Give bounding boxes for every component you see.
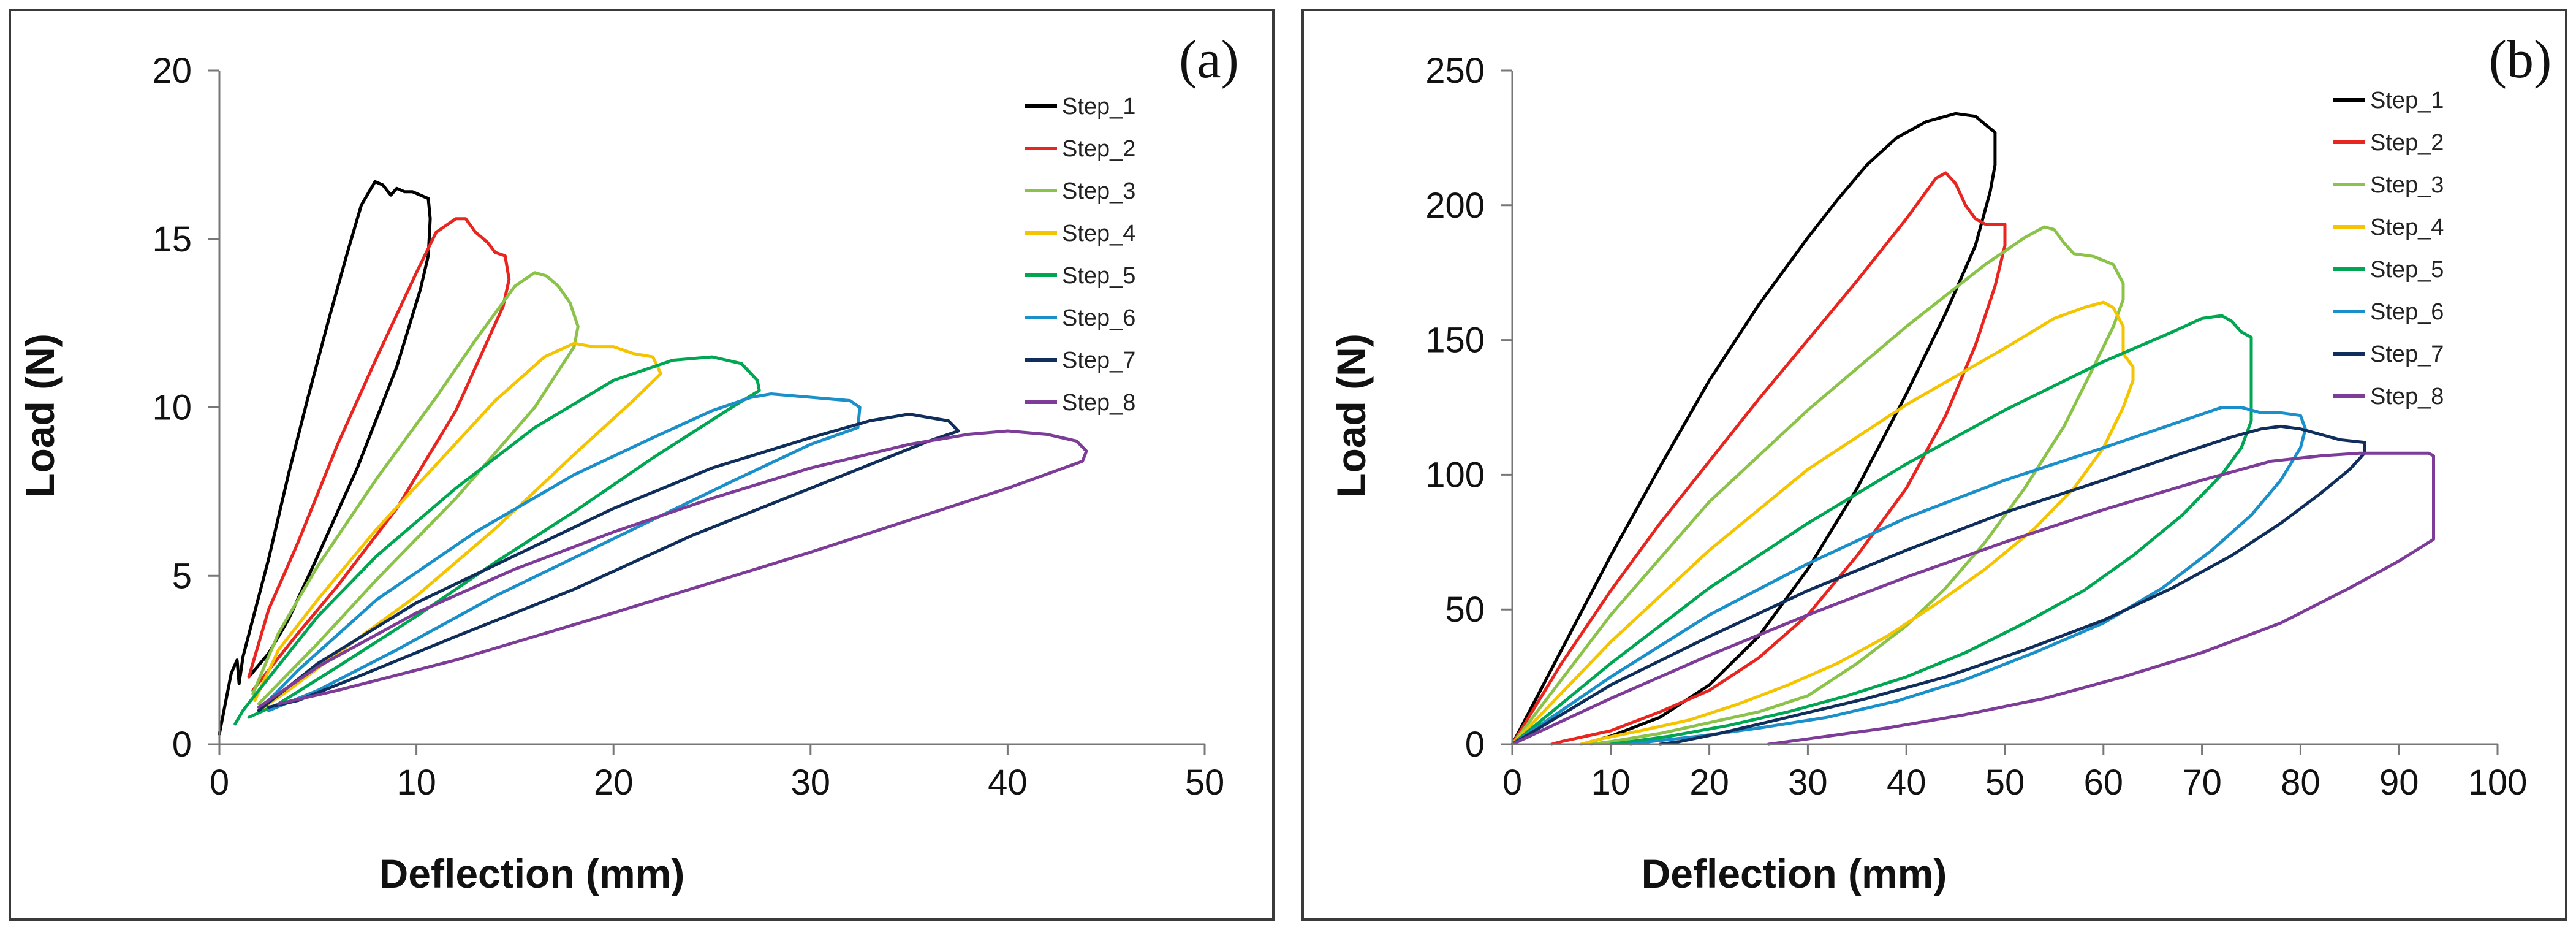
legend-label-step-6-b: Step_6 bbox=[2370, 299, 2444, 325]
y-tick-label-b: 0 bbox=[1465, 725, 1485, 764]
x-tick-label-b: 10 bbox=[1591, 763, 1631, 802]
series-line-step-2-b bbox=[1510, 171, 2007, 746]
series-line-step-8-b bbox=[1510, 451, 2435, 746]
legend-label-step-8-a: Step_8 bbox=[1062, 390, 1135, 416]
panel-label-b: (b) bbox=[2489, 30, 2552, 90]
series-line-step-3-a bbox=[251, 271, 580, 706]
y-tick-label-b: 150 bbox=[1425, 321, 1485, 360]
series-line-step-4-b bbox=[1510, 300, 2135, 746]
chart-b-canvas: 0 10 20 30 40 50 60 70 80 90 100 0 50 100 150 200 250 (b… bbox=[1328, 30, 2552, 896]
legend-label-step-1-b: Step_1 bbox=[2370, 88, 2444, 113]
x-tick-label-b: 90 bbox=[2379, 763, 2419, 802]
series-line-step-4-a bbox=[253, 341, 662, 712]
series-line-step-2-a bbox=[247, 217, 511, 692]
series-line-step-7-a bbox=[257, 413, 960, 712]
legend-label-step-7-b: Step_7 bbox=[2370, 341, 2444, 367]
legend-label-step-8-b: Step_8 bbox=[2370, 384, 2444, 410]
legend-label-step-5-b: Step_5 bbox=[2370, 257, 2444, 283]
y-axis-title-b: Load (N) bbox=[1328, 334, 1374, 498]
x-tick-label-b: 50 bbox=[1985, 763, 2025, 802]
legend-label-step-5-a: Step_5 bbox=[1062, 263, 1135, 289]
series-line-step-8-a bbox=[257, 429, 1088, 709]
x-tick-label-a: 50 bbox=[1185, 763, 1225, 802]
x-tick-label-b: 80 bbox=[2281, 763, 2320, 802]
y-tick-label-a: 5 bbox=[172, 556, 192, 596]
x-tick-label-a: 0 bbox=[210, 763, 229, 802]
y-tick-label-b: 250 bbox=[1425, 51, 1485, 91]
x-tick-label-a: 10 bbox=[396, 763, 436, 802]
legend-label-step-3-b: Step_3 bbox=[2370, 172, 2444, 198]
x-axis-title-a: Deflection (mm) bbox=[379, 851, 685, 896]
x-tick-label-a: 40 bbox=[988, 763, 1028, 802]
x-tick-label-b: 70 bbox=[2182, 763, 2222, 802]
series-line-step-3-b bbox=[1510, 225, 2125, 746]
series-line-step-7-b bbox=[1510, 424, 2366, 746]
y-tick-label-b: 50 bbox=[1445, 590, 1485, 630]
y-tick-label-b: 100 bbox=[1425, 455, 1485, 495]
x-tick-label-b: 20 bbox=[1689, 763, 1729, 802]
x-tick-label-a: 20 bbox=[594, 763, 634, 802]
y-tick-label-b: 200 bbox=[1425, 186, 1485, 226]
panel-label-a: (a) bbox=[1179, 30, 1239, 90]
x-tick-label-b: 30 bbox=[1788, 763, 1828, 802]
legend-label-step-6-a: Step_6 bbox=[1062, 305, 1135, 331]
y-tick-label-a: 15 bbox=[152, 219, 192, 259]
legend-label-step-2-b: Step_2 bbox=[2370, 130, 2444, 156]
x-tick-label-b: 0 bbox=[1502, 763, 1522, 802]
series-line-step-1-b bbox=[1510, 112, 1997, 746]
x-axis-title-b: Deflection (mm) bbox=[1642, 851, 1947, 896]
series-line-step-6-a bbox=[257, 392, 862, 712]
y-tick-label-a: 10 bbox=[152, 388, 192, 428]
legend-label-step-4-b: Step_4 bbox=[2370, 215, 2444, 240]
series-line-step-5-a bbox=[233, 355, 761, 726]
legend-label-step-2-a: Step_2 bbox=[1062, 136, 1135, 162]
y-axis-title-a: Load (N) bbox=[17, 334, 63, 498]
x-tick-label-b: 100 bbox=[2468, 763, 2528, 802]
y-tick-label-a: 0 bbox=[172, 725, 192, 764]
y-tick-label-a: 20 bbox=[152, 51, 192, 91]
legend-label-step-7-a: Step_7 bbox=[1062, 348, 1135, 373]
chart-panel-b: 0 10 20 30 40 50 60 70 80 90 100 0 50 100 150 200 250 (b… bbox=[1301, 9, 2567, 921]
x-tick-label-b: 40 bbox=[1887, 763, 1926, 802]
legend-label-step-3-a: Step_3 bbox=[1062, 178, 1135, 204]
legend-label-step-1-a: Step_1 bbox=[1062, 94, 1135, 120]
x-tick-label-a: 30 bbox=[791, 763, 831, 802]
legend-label-step-4-a: Step_4 bbox=[1062, 221, 1135, 246]
series-line-step-6-b bbox=[1510, 406, 2307, 746]
chart-panel-a: 0 10 20 30 40 50 0 5 10 15 20 (a) Deflection (mm) … bbox=[9, 9, 1275, 921]
series-line-step-5-b bbox=[1510, 314, 2253, 746]
x-tick-label-b: 60 bbox=[2084, 763, 2124, 802]
series-line-step-1-a bbox=[218, 180, 432, 736]
